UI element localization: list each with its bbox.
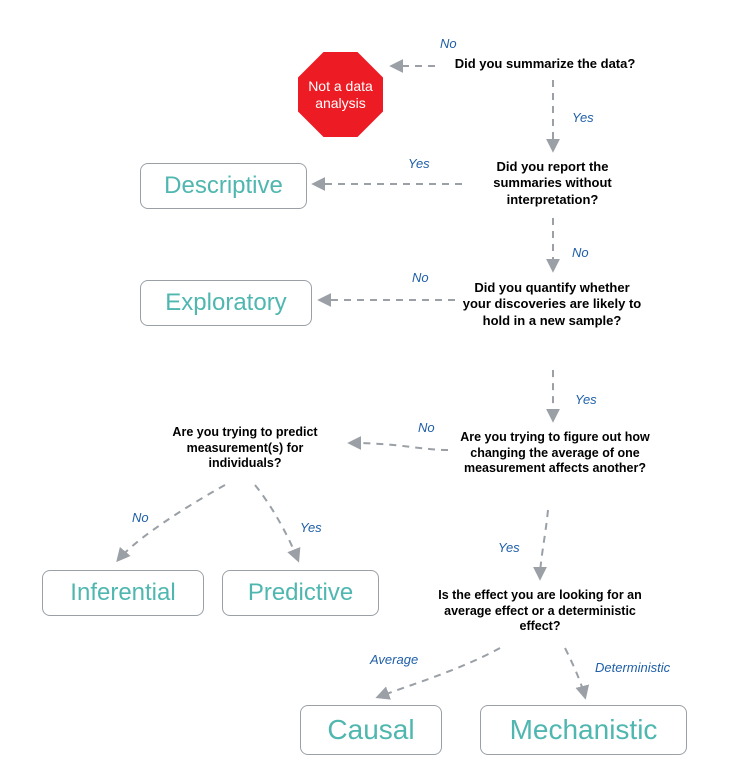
edge-label: No: [412, 270, 429, 285]
edge-label: No: [418, 420, 435, 435]
result-exploratory: Exploratory: [140, 280, 312, 326]
result-causal: Causal: [300, 705, 442, 755]
question-predict-indiv: Are you trying to predict measurement(s)…: [150, 425, 340, 472]
edge-label: Yes: [300, 520, 322, 535]
edge-label: Yes: [408, 156, 430, 171]
edge-label: No: [572, 245, 589, 260]
question-effect-kind: Is the effect you are looking for an ave…: [430, 588, 650, 635]
result-descriptive: Descriptive: [140, 163, 307, 209]
edge-arrow: [255, 485, 298, 560]
edge-arrow: [565, 648, 585, 697]
edge-arrow: [350, 443, 448, 450]
edge-label: Yes: [575, 392, 597, 407]
question-change-avg: Are you trying to figure out how changin…: [455, 430, 655, 477]
question-quantify: Did you quantify whether your discoverie…: [462, 280, 642, 329]
edge-label: Yes: [498, 540, 520, 555]
flowchart-canvas: Not a data analysis Did you summarize th…: [0, 0, 747, 768]
edge-label: Yes: [572, 110, 594, 125]
question-report-summaries: Did you report the summaries without int…: [470, 159, 635, 208]
not-a-data-analysis-octagon: Not a data analysis: [298, 52, 383, 137]
result-inferential: Inferential: [42, 570, 204, 616]
edge-label: No: [440, 36, 457, 51]
question-summarize: Did you summarize the data?: [440, 56, 650, 72]
edge-arrow: [540, 510, 548, 578]
edge-label: Deterministic: [595, 660, 670, 675]
octagon-text: Not a data analysis: [298, 78, 383, 112]
edge-label: Average: [370, 652, 418, 667]
result-predictive: Predictive: [222, 570, 379, 616]
edge-label: No: [132, 510, 149, 525]
result-mechanistic: Mechanistic: [480, 705, 687, 755]
